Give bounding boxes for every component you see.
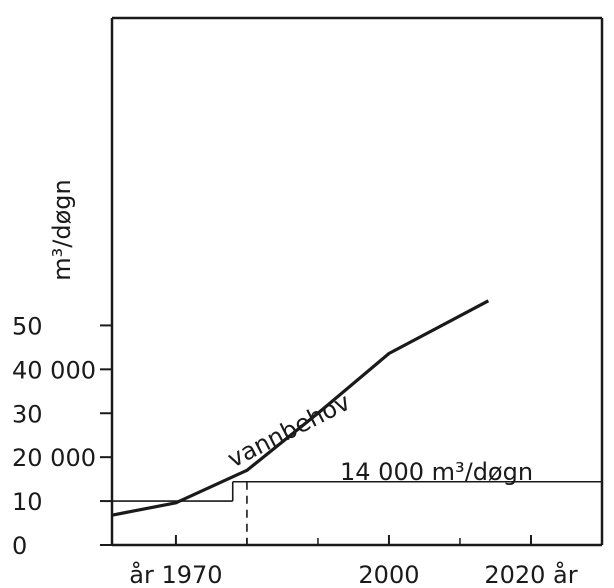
series-name-label: vannbehov <box>223 388 355 474</box>
y-tick-label: 20 000 <box>12 444 96 472</box>
y-axis-label: m³/døgn <box>48 179 76 280</box>
x-tick-label: 2020 år <box>484 560 577 588</box>
series-vannbehov-line <box>111 299 490 517</box>
y-ticks: 0 10 20 000 30 40 000 50 <box>12 312 112 560</box>
y-tick-label: 10 <box>12 488 43 516</box>
y-tick-label: 40 000 <box>12 356 96 384</box>
y-tick-label: 0 <box>12 532 27 560</box>
y-tick-label: 50 <box>12 312 43 340</box>
capacity-label: 14 000 m³/døgn <box>340 458 533 486</box>
x-tick-label: 2000 <box>358 561 419 588</box>
y-tick-label: 30 <box>12 400 43 428</box>
x-tick-label: år 1970 <box>129 560 222 588</box>
x-ticks: år 1970 2000 2020 år <box>129 535 578 588</box>
